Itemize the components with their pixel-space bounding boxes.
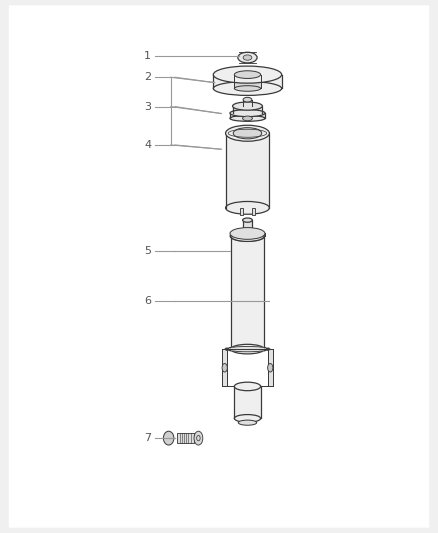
Ellipse shape: [230, 116, 265, 122]
Polygon shape: [213, 75, 282, 88]
Polygon shape: [177, 433, 194, 443]
Ellipse shape: [234, 382, 261, 391]
Text: 1: 1: [144, 51, 151, 61]
Ellipse shape: [231, 344, 264, 354]
Ellipse shape: [234, 71, 261, 78]
Ellipse shape: [194, 431, 203, 445]
Ellipse shape: [243, 116, 252, 120]
Ellipse shape: [233, 127, 261, 139]
FancyBboxPatch shape: [9, 5, 429, 528]
Ellipse shape: [243, 55, 252, 60]
Bar: [252, 208, 255, 215]
Polygon shape: [243, 220, 252, 236]
Ellipse shape: [230, 231, 265, 241]
Ellipse shape: [243, 234, 252, 238]
Polygon shape: [230, 233, 265, 236]
Ellipse shape: [213, 82, 282, 95]
Text: 4: 4: [144, 140, 151, 150]
Ellipse shape: [231, 231, 264, 241]
Polygon shape: [222, 349, 227, 386]
Ellipse shape: [234, 86, 261, 91]
Ellipse shape: [226, 125, 269, 141]
Ellipse shape: [233, 110, 262, 117]
Ellipse shape: [238, 420, 257, 425]
Polygon shape: [224, 346, 271, 352]
Text: 2: 2: [144, 72, 151, 82]
Polygon shape: [234, 75, 261, 88]
Ellipse shape: [243, 104, 252, 108]
Ellipse shape: [230, 228, 265, 239]
Polygon shape: [268, 349, 273, 386]
Text: 5: 5: [144, 246, 151, 255]
Ellipse shape: [230, 110, 265, 117]
Bar: [240, 208, 243, 215]
Ellipse shape: [233, 102, 262, 110]
Polygon shape: [231, 236, 264, 349]
Polygon shape: [230, 113, 265, 118]
Polygon shape: [234, 386, 261, 418]
Ellipse shape: [213, 66, 282, 83]
Ellipse shape: [234, 415, 261, 422]
Ellipse shape: [238, 52, 257, 63]
Ellipse shape: [222, 364, 227, 372]
Polygon shape: [226, 133, 269, 208]
Ellipse shape: [243, 218, 252, 222]
Text: 6: 6: [144, 296, 151, 306]
Polygon shape: [233, 106, 262, 113]
Polygon shape: [243, 100, 252, 106]
Text: 7: 7: [144, 433, 151, 443]
Ellipse shape: [243, 98, 252, 102]
Ellipse shape: [268, 364, 273, 372]
Text: 3: 3: [144, 102, 151, 111]
Ellipse shape: [163, 431, 174, 445]
Ellipse shape: [226, 201, 269, 214]
